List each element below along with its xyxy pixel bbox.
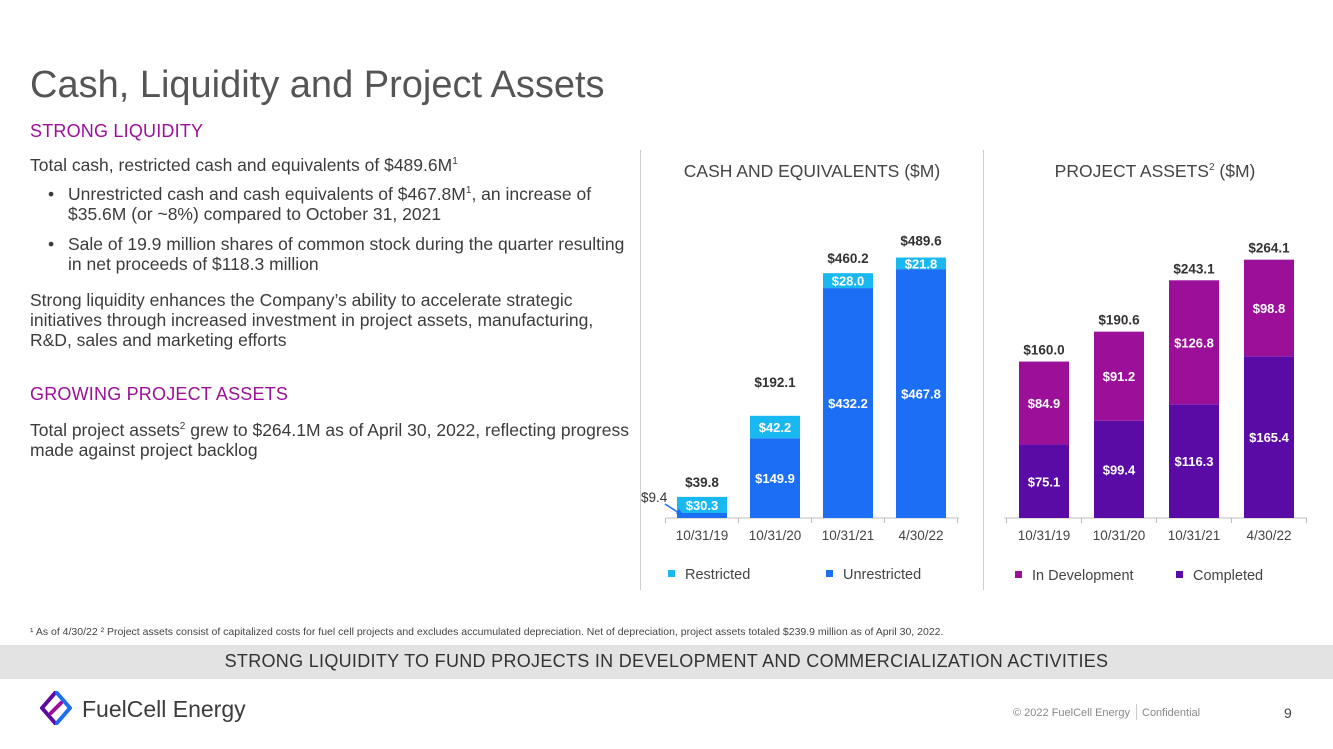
data-label: $28.0	[832, 274, 865, 289]
x-tick-label: 4/30/22	[898, 528, 943, 543]
legend-item-unrestricted: Unrestricted	[826, 567, 921, 583]
total-label: $190.6	[1098, 313, 1140, 328]
footnote-ref: 2	[1208, 162, 1215, 174]
confidential-label: Confidential	[1142, 707, 1201, 719]
bullet-text: , an increase of $35.6M (or ~8%) compare…	[68, 184, 592, 224]
legend-item-restricted: Restricted	[668, 567, 750, 583]
legend-label: Completed	[1193, 568, 1264, 584]
bar-segment-completed	[1094, 420, 1144, 518]
project-assets-text: Total project assets2 grew to $264.1M as…	[30, 420, 630, 460]
bullet-text: Unrestricted cash and cash equivalents o…	[68, 184, 466, 204]
data-label: $84.9	[1028, 396, 1061, 411]
bar-segment-restricted	[823, 273, 873, 289]
bar-segment-completed	[1019, 444, 1069, 518]
bar-segment-unrestricted	[896, 269, 946, 518]
project-assets-label: Total project assets	[30, 420, 180, 440]
data-label: $75.1	[1028, 474, 1061, 489]
bar-segment-unrestricted	[750, 438, 800, 518]
bullet-share-sale: • Sale of 19.9 million shares of common …	[48, 234, 628, 274]
logo-text: FuelCell Energy	[82, 696, 246, 722]
section-heading-project-assets: GROWING PROJECT ASSETS	[30, 384, 289, 404]
page-number: 9	[1284, 705, 1292, 721]
liquidity-summary: Strong liquidity enhances the Company’s …	[30, 290, 594, 350]
chart-divider	[983, 150, 984, 590]
data-label: $165.4	[1249, 430, 1290, 445]
callout-arrowhead	[676, 508, 683, 516]
bar-segment-restricted	[896, 257, 946, 270]
data-label: $99.4	[1103, 462, 1136, 477]
legend-label: Unrestricted	[843, 567, 922, 583]
data-label: $30.3	[686, 498, 719, 513]
footnote-ref: 2	[179, 421, 186, 433]
total-label: $243.1	[1173, 261, 1215, 276]
bullet-text: Sale of 19.9 million shares of common st…	[68, 234, 625, 274]
legend-label: In Development	[1032, 568, 1134, 584]
fuelcell-logo-icon	[40, 691, 72, 725]
x-tick-label: 10/31/21	[1168, 528, 1221, 543]
chart-title-main: PROJECT ASSETS	[1054, 161, 1209, 181]
cash-equivalents-chart: $30.3 $39.8 10/31/19 $149.9 $42.2 $192.1 10/31…	[641, 234, 959, 543]
bar-segment-restricted	[750, 415, 800, 439]
footer-divider	[1136, 704, 1137, 720]
legend-item-completed: Completed	[1176, 568, 1263, 584]
x-tick-label: 4/30/22	[1246, 528, 1291, 543]
data-label-outside: $9.4	[641, 490, 668, 505]
total-label: $264.1	[1248, 241, 1290, 256]
data-label: $467.8	[901, 387, 941, 402]
data-label: $98.8	[1253, 301, 1286, 316]
legend-swatch	[1176, 570, 1183, 578]
legend-label: Restricted	[685, 567, 751, 583]
footnote: ¹ As of 4/30/22 ² Project assets consist…	[30, 626, 944, 638]
banner-text: STRONG LIQUIDITY TO FUND PROJECTS IN DEV…	[224, 651, 1109, 671]
data-label: $91.2	[1103, 369, 1136, 384]
x-tick-label: 10/31/19	[676, 528, 729, 543]
bar-segment-in-development	[1019, 361, 1069, 445]
total-label: $460.2	[827, 251, 868, 266]
bullet-unrestricted: • Unrestricted cash and cash equivalents…	[48, 184, 628, 224]
footnote-ref: 1	[452, 156, 458, 168]
bottom-banner: STRONG LIQUIDITY TO FUND PROJECTS IN DEV…	[0, 645, 1333, 679]
chart-title-project-assets: PROJECT ASSETS2 ($M)	[995, 161, 1315, 182]
x-tick-label: 10/31/20	[749, 528, 802, 543]
bar-segment-in-development	[1094, 331, 1144, 421]
section-heading-liquidity: STRONG LIQUIDITY	[30, 121, 204, 141]
x-tick-label: 10/31/20	[1093, 528, 1146, 543]
total-cash-text: Total cash, restricted cash and equivale…	[30, 155, 630, 175]
project-assets-chart: $75.1 $84.9 $160.0 10/31/19 $99.4 $91.2 $190.6…	[1004, 241, 1307, 543]
total-cash-label: Total cash, restricted cash and equivale…	[30, 155, 453, 175]
column-divider	[640, 150, 641, 590]
bullet-dot: •	[48, 184, 55, 204]
data-label: $116.3	[1174, 454, 1213, 469]
data-label: $432.2	[828, 396, 868, 411]
total-label: $192.1	[754, 375, 796, 390]
total-label: $39.8	[685, 475, 719, 490]
data-label: $149.9	[755, 471, 795, 486]
legend-swatch	[1015, 570, 1022, 578]
bullet-dot: •	[48, 234, 55, 254]
x-tick-label: 10/31/19	[1018, 528, 1071, 543]
legend-swatch	[668, 569, 675, 577]
data-label: $21.8	[905, 256, 938, 271]
page-title: Cash, Liquidity and Project Assets	[30, 64, 605, 106]
total-label: $489.6	[900, 234, 942, 249]
x-tick-label: 10/31/21	[822, 528, 875, 543]
bar-segment-in-development	[1244, 259, 1294, 357]
data-label: $126.8	[1174, 335, 1214, 350]
bar-segment-completed	[1169, 404, 1219, 518]
project-assets-detail: grew to $264.1M as of April 30, 2022, re…	[30, 420, 629, 460]
bar-segment-restricted	[677, 496, 727, 513]
chart-title-unit: ($M)	[1214, 161, 1256, 181]
total-label: $160.0	[1023, 343, 1064, 358]
bar-segment-unrestricted	[677, 512, 727, 518]
data-label: $42.2	[759, 420, 792, 435]
bar-segment-unrestricted	[823, 288, 873, 518]
footnote-ref: 1	[465, 185, 472, 197]
legend-item-in-development: In Development	[1015, 568, 1134, 584]
copyright: © 2022 FuelCell Energy	[1013, 707, 1130, 719]
legend-swatch	[826, 569, 833, 577]
chart-title-cash: CASH AND EQUIVALENTS ($M)	[683, 161, 941, 181]
bar-segment-in-development	[1169, 280, 1219, 405]
bar-segment-completed	[1244, 356, 1294, 518]
